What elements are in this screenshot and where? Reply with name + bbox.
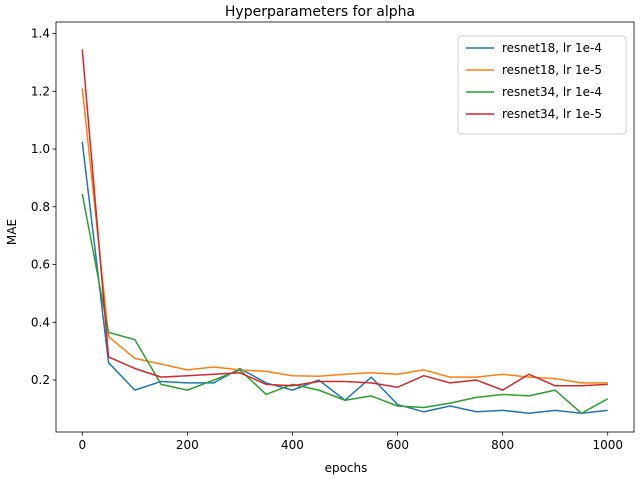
y-tick-label: 0.8 [31,200,50,214]
y-tick-label: 1.2 [31,84,50,98]
x-tick-label: 400 [281,438,304,452]
y-tick-label: 0.4 [31,315,50,329]
y-tick-label: 1.4 [31,27,50,41]
y-axis-label: MAE [5,219,19,245]
x-axis-label: epochs [325,461,368,475]
legend-box [457,35,627,135]
x-tick-label: 0 [78,438,86,452]
legend-label: resnet18, lr 1e-5 [502,63,602,77]
y-tick-label: 0.6 [31,258,50,272]
y-tick-label: 0.2 [31,373,50,387]
axes-frame [55,21,635,433]
line-series [81,193,609,414]
y-tick-label: 1.0 [31,142,50,156]
legend-label: resnet18, lr 1e-4 [502,41,602,55]
legend-label: resnet34, lr 1e-4 [502,85,602,99]
legend-label: resnet34, lr 1e-5 [502,107,602,121]
x-tick-label: 1000 [592,438,623,452]
x-tick-label: 800 [491,438,514,452]
x-tick-label: 200 [176,438,199,452]
line-series [81,49,608,391]
line-series [81,88,608,384]
chart-title: Hyperparameters for alpha [225,4,415,20]
x-tick-label: 600 [386,438,409,452]
